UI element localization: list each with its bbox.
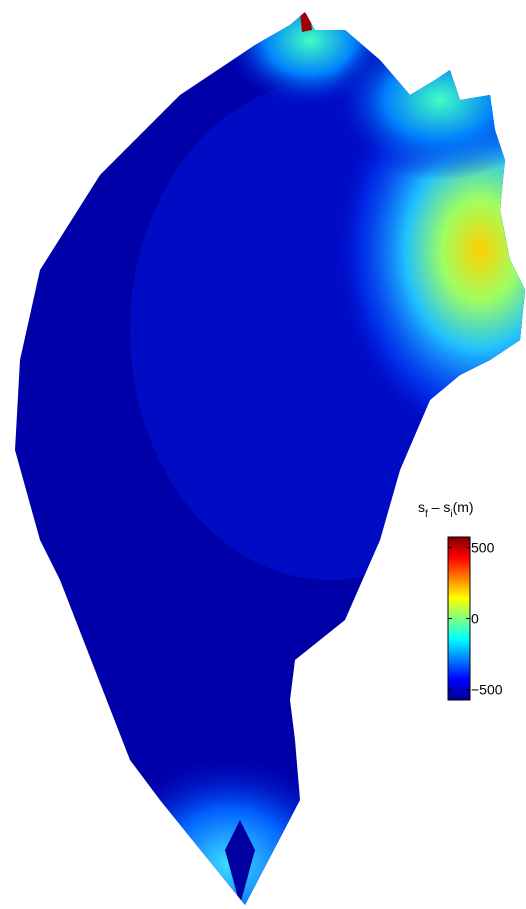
label-text: (m) xyxy=(453,499,474,515)
tick-label: 0 xyxy=(471,611,479,627)
colorbar-label: sf – si(m) xyxy=(418,499,474,520)
label-text: s xyxy=(418,499,425,515)
label-subscript: f xyxy=(425,509,428,520)
label-subscript: i xyxy=(450,509,452,520)
tick-label: −500 xyxy=(471,681,503,697)
label-text: – s xyxy=(428,499,451,515)
tick-label: 500 xyxy=(471,540,495,556)
